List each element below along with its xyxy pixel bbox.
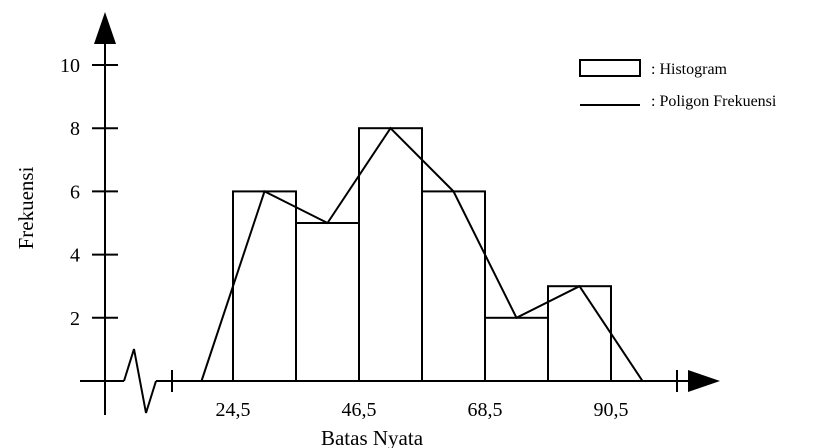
x-tick-label: 68,5 [468, 399, 503, 421]
axis-break [123, 348, 157, 414]
y-tick-label: 6 [70, 181, 80, 203]
histogram-bar [421, 190, 486, 382]
histogram-bar [358, 127, 423, 382]
y-tick-label: 10 [60, 55, 80, 77]
y-axis-title: Frekuensi [14, 166, 38, 249]
x-axis-title: Batas Nyata [321, 426, 424, 448]
y-tick-label: 2 [70, 308, 80, 330]
legend-histogram-swatch [579, 59, 641, 77]
frequency-polygon-line [200, 126, 644, 382]
histogram-bar [295, 222, 360, 382]
histogram-bar [232, 190, 297, 382]
legend: : Histogram : Poligon Frekuensi [579, 59, 777, 110]
histogram-bar [484, 316, 549, 382]
legend-histogram-label: : Histogram [651, 61, 728, 78]
legend-polygon-label: : Poligon Frekuensi [651, 93, 777, 110]
x-tick-label: 46,5 [342, 399, 377, 421]
y-tick-label: 8 [70, 118, 80, 140]
histogram-bar [547, 285, 612, 383]
x-axis-arrow [688, 370, 720, 392]
y-tick-label: 4 [70, 245, 80, 267]
x-tick-label: 90,5 [594, 399, 629, 421]
x-tick-label: 24,5 [216, 399, 251, 421]
y-axis-arrow [94, 12, 116, 44]
